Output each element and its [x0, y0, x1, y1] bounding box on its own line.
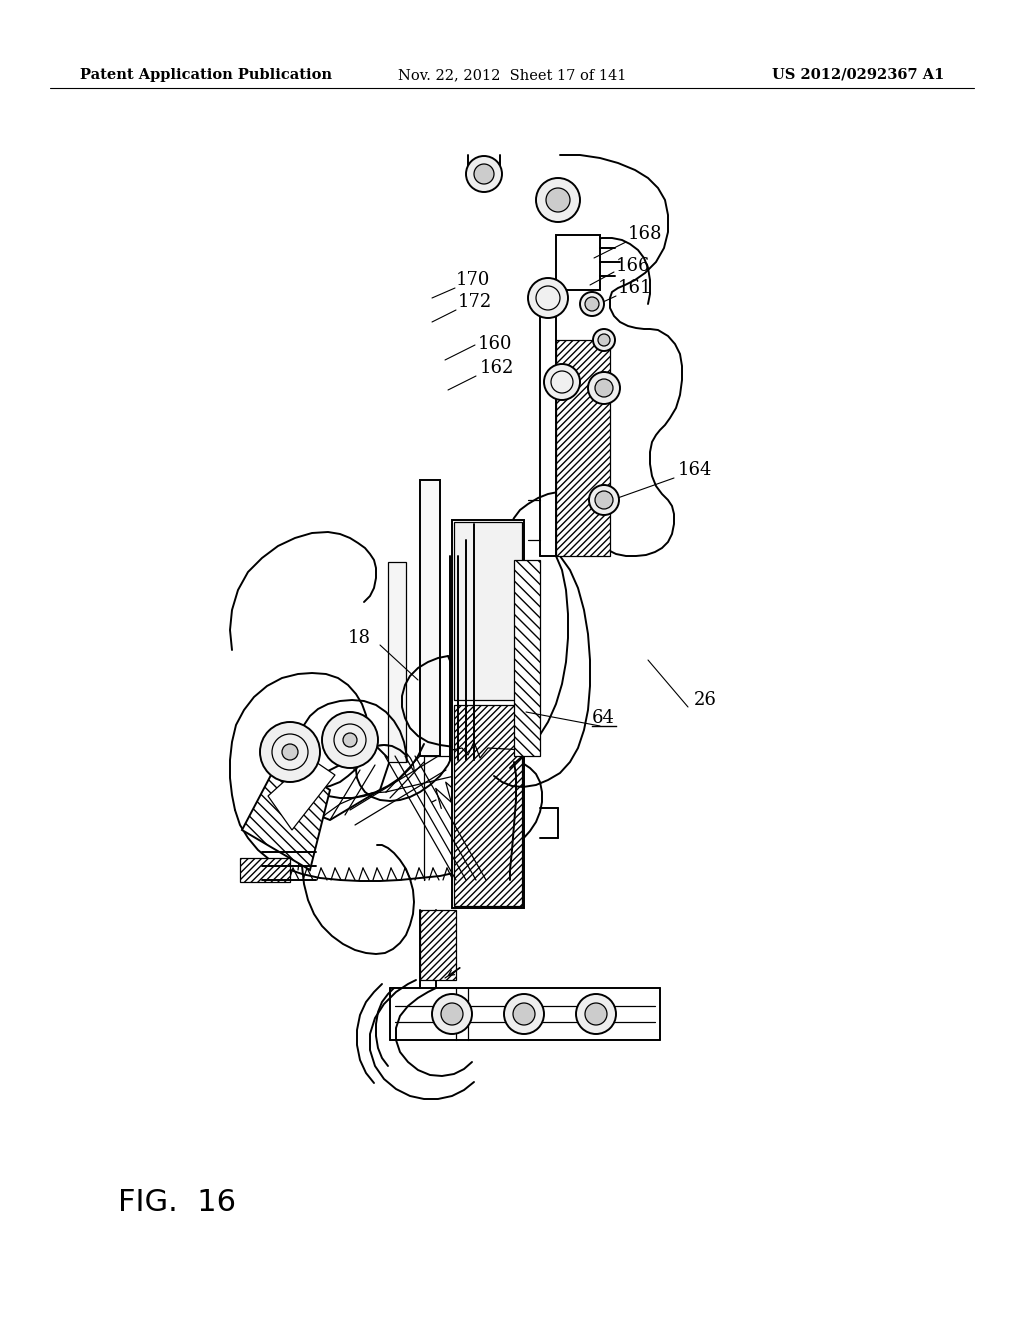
Polygon shape: [452, 520, 524, 908]
Circle shape: [546, 187, 570, 213]
Circle shape: [504, 994, 544, 1034]
Polygon shape: [454, 521, 522, 700]
Circle shape: [580, 292, 604, 315]
Circle shape: [589, 484, 618, 515]
Circle shape: [322, 711, 378, 768]
Circle shape: [544, 364, 580, 400]
Circle shape: [593, 329, 615, 351]
Text: 160: 160: [478, 335, 512, 352]
Circle shape: [260, 722, 319, 781]
Text: US 2012/0292367 A1: US 2012/0292367 A1: [772, 69, 944, 82]
Text: 162: 162: [480, 359, 514, 378]
Polygon shape: [514, 560, 540, 756]
Text: 161: 161: [618, 279, 652, 297]
Circle shape: [595, 491, 613, 510]
Polygon shape: [420, 480, 440, 756]
Polygon shape: [268, 758, 335, 830]
Circle shape: [441, 1003, 463, 1026]
Polygon shape: [242, 758, 330, 870]
Circle shape: [575, 994, 616, 1034]
Text: 64: 64: [592, 709, 614, 727]
Text: 170: 170: [456, 271, 490, 289]
Circle shape: [474, 164, 494, 183]
Text: 172: 172: [458, 293, 493, 312]
Text: 18: 18: [348, 630, 371, 647]
Circle shape: [513, 1003, 535, 1026]
Circle shape: [585, 1003, 607, 1026]
Circle shape: [598, 334, 610, 346]
Polygon shape: [240, 858, 290, 882]
Circle shape: [343, 733, 357, 747]
Text: 164: 164: [678, 461, 713, 479]
Circle shape: [536, 178, 580, 222]
Polygon shape: [388, 562, 406, 762]
Polygon shape: [420, 909, 456, 979]
Circle shape: [528, 279, 568, 318]
Text: Patent Application Publication: Patent Application Publication: [80, 69, 332, 82]
Circle shape: [585, 297, 599, 312]
Text: FIG.  16: FIG. 16: [118, 1188, 236, 1217]
Circle shape: [595, 379, 613, 397]
Text: 166: 166: [616, 257, 650, 275]
Circle shape: [432, 994, 472, 1034]
Circle shape: [466, 156, 502, 191]
Polygon shape: [556, 235, 600, 290]
Polygon shape: [454, 705, 522, 906]
Circle shape: [282, 744, 298, 760]
Circle shape: [588, 372, 620, 404]
Polygon shape: [556, 341, 610, 556]
Text: 26: 26: [694, 690, 717, 709]
Text: Nov. 22, 2012  Sheet 17 of 141: Nov. 22, 2012 Sheet 17 of 141: [397, 69, 627, 82]
Text: 168: 168: [628, 224, 663, 243]
